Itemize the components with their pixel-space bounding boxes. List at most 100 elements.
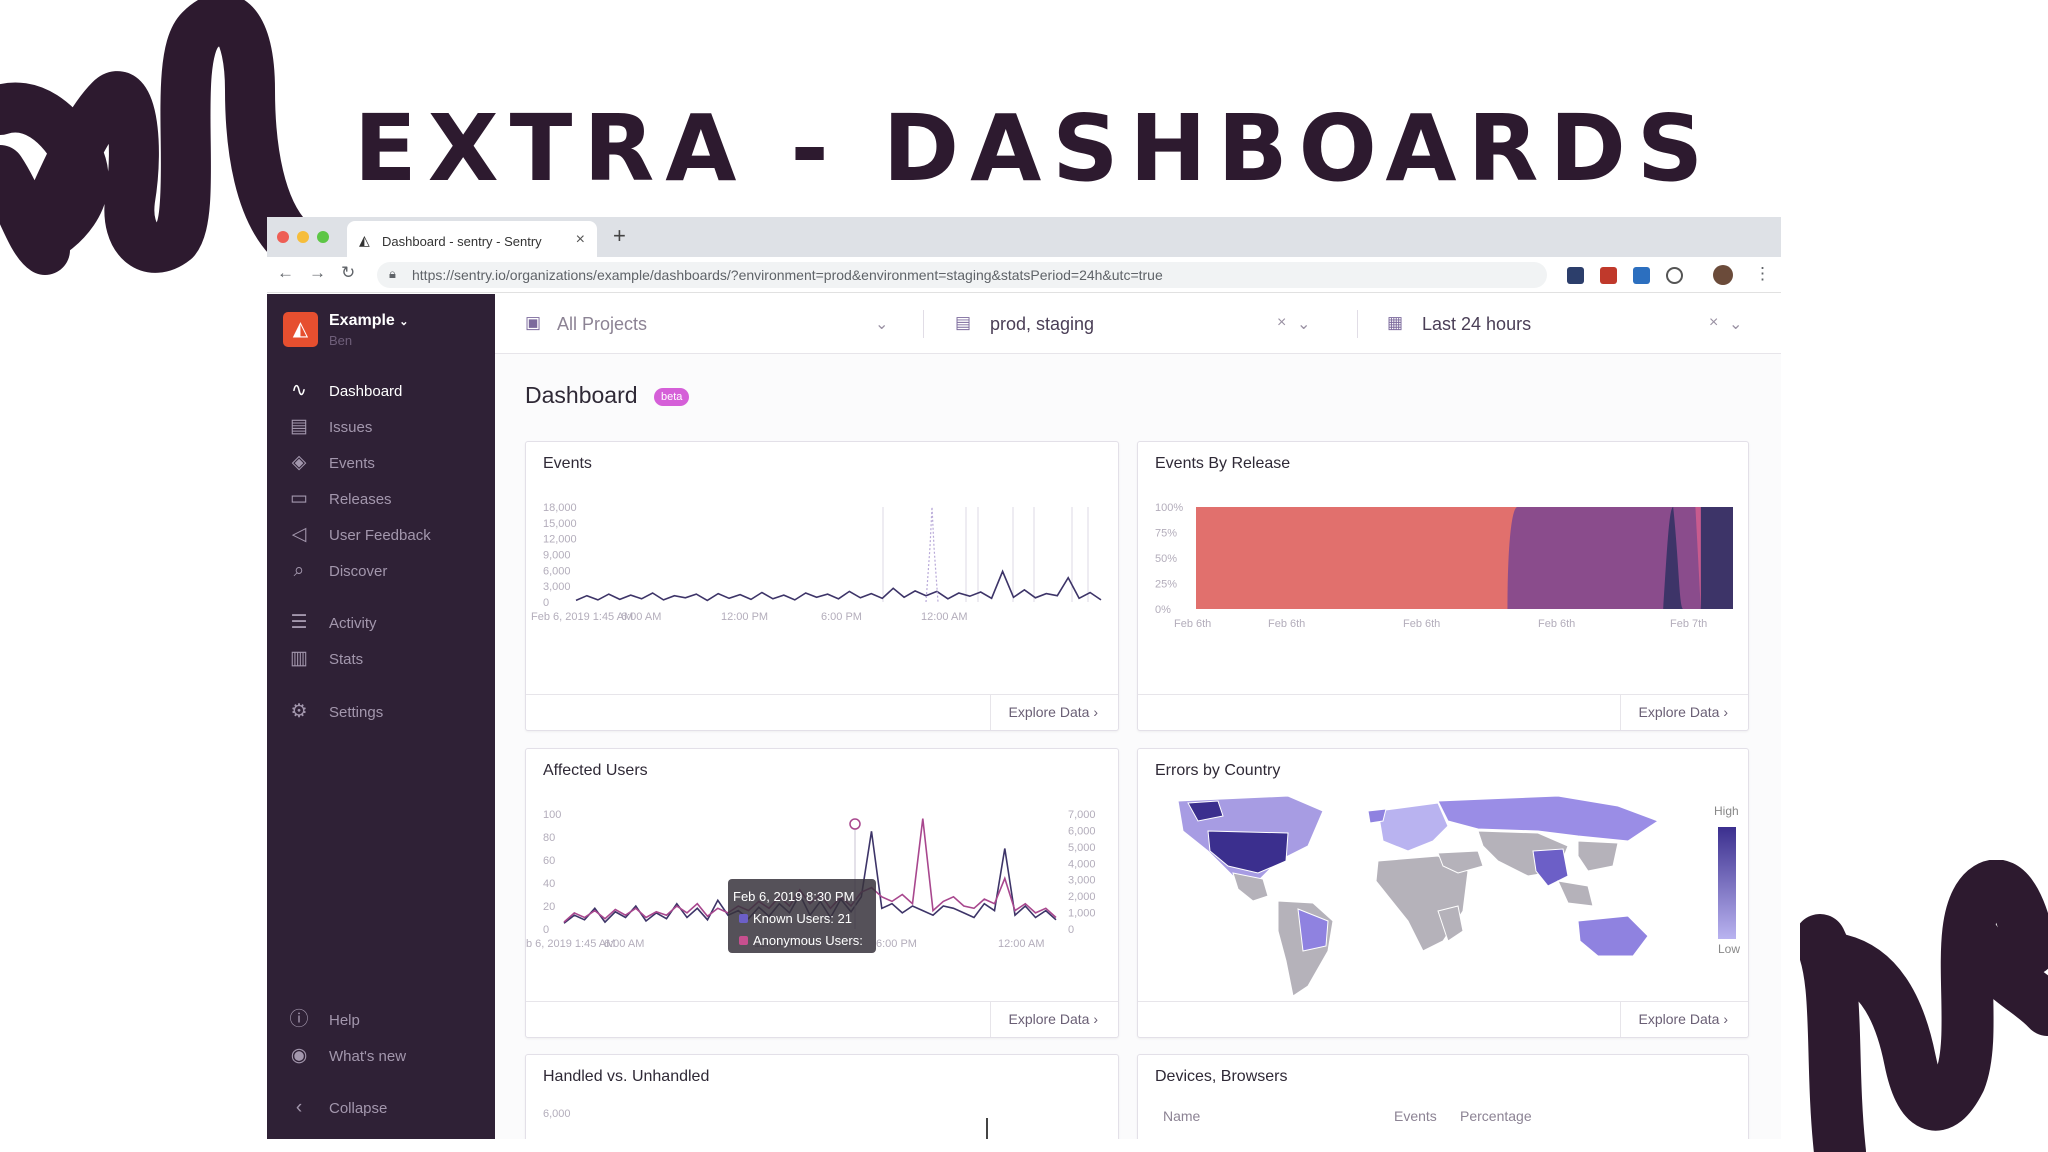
y2-tick-label: 5,000 [1068,842,1096,854]
column-header-events[interactable]: Events [1394,1108,1437,1124]
panel-title: Affected Users [543,762,648,779]
x-tick-label: 12:00 PM [721,611,768,623]
org-user: Ben [329,333,353,348]
clear-environment-icon[interactable]: × [1277,314,1287,331]
y-tick-label: 100 [543,809,561,821]
time-range-selector[interactable]: ▦ Last 24 hours × ⌄ [1387,313,1743,334]
telescope-icon: ⌕ [293,560,305,581]
gear-icon: ⚙︎ [290,701,308,722]
org-name[interactable]: Example ⌄ [329,312,409,329]
forward-arrow-icon[interactable]: → [309,263,326,282]
x-tick-label: Feb 6, 2019 1:45 AM [531,611,633,623]
browser-menu-icon[interactable]: ⋮ [1754,264,1771,283]
browser-tab[interactable]: ◭ Dashboard - sentry - Sentry × [347,221,597,257]
y-tick-label: 3,000 [543,581,571,593]
project-selector[interactable]: ▣ All Projects ⌄ [525,313,889,334]
browser-tab-bar: ◭ Dashboard - sentry - Sentry × + [267,217,1781,257]
chevron-right-icon: › [1093,704,1098,720]
y2-tick-label: 3,000 [1068,875,1096,887]
explore-data-button[interactable]: Explore Data › [1619,1002,1749,1037]
previous-period-line [925,506,939,603]
issues-icon: ▤ [290,416,308,437]
y-tick-label: 20 [543,901,555,913]
anonymous-users-swatch [739,936,748,945]
box-icon: ▭ [290,488,308,509]
x-tick-label: Feb 6th [1538,618,1575,630]
clear-period-icon[interactable]: × [1709,314,1719,331]
extension-icon-3[interactable] [1633,267,1650,284]
column-header-percentage[interactable]: Percentage [1460,1108,1532,1124]
org-logo-icon[interactable]: ◭ [283,312,318,347]
sidebar-item-settings[interactable]: ⚙︎ Settings [267,701,495,729]
tooltip-date: Feb 6, 2019 8:30 PM [733,889,855,904]
events-line-chart: 18,000 15,000 12,000 9,000 6,000 3,000 0 Feb 6,… [531,502,1102,623]
legend-high-label: High [1714,804,1739,818]
events-series-line [575,569,1102,602]
environment-selector[interactable]: ▤ prod, staging × ⌄ [955,313,1311,334]
y-tick-label: 15,000 [543,518,577,530]
tooltip-known-users: Known Users: 21 [753,911,852,926]
sidebar-item-releases[interactable]: ▭ Releases [267,488,495,516]
chevron-left-icon: ‹ [295,1097,303,1118]
release-e-area [1695,507,1701,609]
sidebar-collapse[interactable]: ‹ Collapse [267,1097,495,1125]
panel-title: Errors by Country [1155,762,1281,779]
panel-title: Handled vs. Unhandled [543,1068,710,1085]
x-tick-label: b 6, 2019 1:45 AM [526,938,615,950]
minimize-window-dot[interactable] [297,231,309,243]
chevron-down-icon[interactable]: ⌄ [875,316,889,333]
sidebar-item-whats-new[interactable]: ◉ What's new [267,1045,495,1073]
y-tick-label: 0 [543,597,549,609]
close-window-dot[interactable] [277,231,289,243]
broadcast-icon: ◉ [290,1045,308,1066]
sidebar-item-issues[interactable]: ▤ Issues [267,416,495,444]
sidebar-item-user-feedback[interactable]: ◁ User Feedback [267,524,495,552]
panel-footer: Explore Data › [526,694,1118,730]
panel-footer: Explore Data › [526,1001,1118,1037]
events-by-release-panel: Events By Release 100% 75% 50% 25% 0% Feb 6th… [1137,441,1749,731]
y2-tick-label: 6,000 [1068,825,1096,837]
y-tick-label: 9,000 [543,550,571,562]
column-header-name[interactable]: Name [1163,1108,1201,1124]
y-tick-label: 6,000 [543,565,571,577]
page-title: Dashboard [525,382,638,408]
y-tick-label: 18,000 [543,502,577,514]
handled-vs-unhandled-panel: Handled vs. Unhandled 6,000 [525,1054,1119,1139]
y-tick-label: 0 [543,924,549,936]
x-tick-label: Feb 6th [1174,618,1211,630]
new-tab-button[interactable]: + [613,223,626,248]
y2-tick-label: 2,000 [1068,891,1096,903]
sidebar-item-events[interactable]: ◈ Events [267,452,495,480]
explore-data-button[interactable]: Explore Data › [989,695,1119,730]
sidebar-item-discover[interactable]: ⌕ Discover [267,560,495,588]
explore-data-button[interactable]: Explore Data › [989,1002,1119,1037]
x-tick-label: 6:00 PM [821,611,862,623]
address-row: ← → ↻ 🔒︎ https://sentry.io/organizations… [267,257,1781,293]
sidebar-item-stats[interactable]: ▥ Stats [267,648,495,676]
tab-close-icon[interactable]: × [575,231,585,248]
chevron-right-icon: › [1093,1011,1098,1027]
site-info-icon[interactable]: 🔒︎ [389,266,396,281]
x-tick-label: 12:00 AM [998,938,1044,950]
chevron-down-icon[interactable]: ⌄ [1297,316,1311,333]
sidebar-item-dashboard[interactable]: ∿ Dashboard [267,380,495,408]
y-tick-label: 100% [1155,502,1183,514]
y2-tick-label: 0 [1068,924,1074,936]
back-arrow-icon[interactable]: ← [277,263,294,282]
tooltip-anonymous-users: Anonymous Users: 6,629 [733,933,863,970]
sidebar-item-activity[interactable]: ☰ Activity [267,612,495,640]
extension-icon-4[interactable] [1666,267,1683,284]
x-tick-label: Feb 7th [1670,618,1707,630]
reload-icon[interactable]: ↻ [341,263,356,282]
url-bar[interactable]: 🔒︎ https://sentry.io/organizations/examp… [377,262,1547,288]
profile-avatar[interactable] [1713,265,1733,285]
known-users-swatch [739,914,748,923]
extension-icon-2[interactable] [1600,267,1617,284]
explore-data-button[interactable]: Explore Data › [1619,695,1749,730]
extension-icon-1[interactable] [1567,267,1584,284]
question-icon: ⓘ [289,1009,309,1030]
maximize-window-dot[interactable] [317,231,329,243]
x-tick-label: 6:00 PM [876,938,917,950]
chevron-down-icon[interactable]: ⌄ [1729,316,1743,333]
sidebar-item-help[interactable]: ⓘ Help [267,1009,495,1037]
